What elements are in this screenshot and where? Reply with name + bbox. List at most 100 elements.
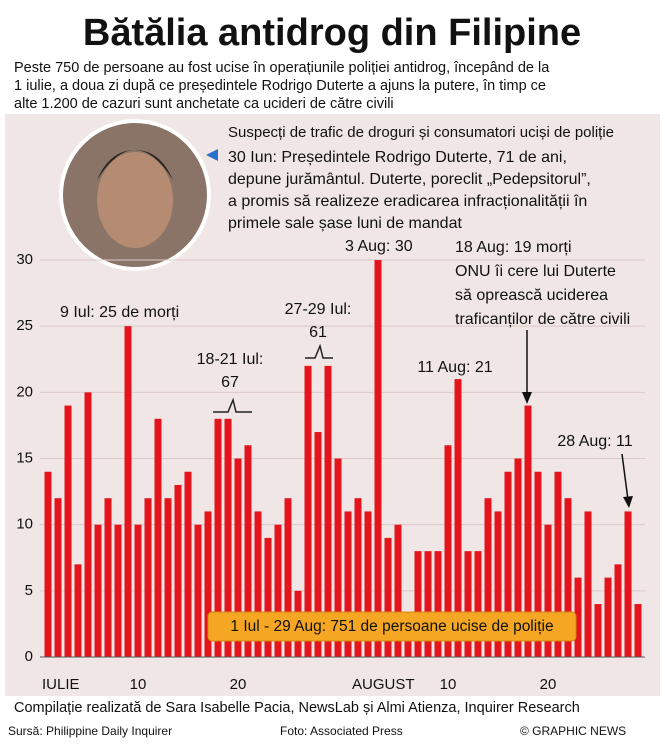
bar (234, 458, 242, 657)
bar (464, 551, 472, 657)
bar (274, 524, 282, 657)
bar (614, 564, 622, 657)
bar (524, 405, 532, 657)
subtitle: alte 1.200 de cazuri sunt anchetate ca u… (14, 96, 394, 112)
portrait-face (97, 152, 173, 248)
arrow-head (623, 496, 633, 508)
bar (44, 471, 52, 657)
x-tick-label: 10 (130, 676, 147, 693)
annotation: primele sale șase luni de mandat (228, 215, 462, 232)
y-tick-label: 20 (16, 383, 33, 400)
annotation: 30 Iun: Președintele Rodrigo Duterte, 71… (228, 149, 567, 166)
bar (334, 458, 342, 657)
annotation: 27-29 Iul: (285, 301, 352, 318)
bar (564, 498, 572, 657)
bar (534, 471, 542, 657)
y-tick-label: 25 (16, 317, 33, 334)
annotation: depune jurământul. Duterte, poreclit „Pe… (228, 171, 591, 188)
bar (114, 524, 122, 657)
bar (374, 260, 382, 657)
bracket (305, 343, 333, 359)
bar (284, 498, 292, 657)
bar (424, 551, 432, 657)
annotation: 9 Iul: 25 de morți (60, 304, 179, 321)
source: Sursă: Philippine Daily Inquirer (8, 724, 172, 738)
bar (354, 498, 362, 657)
annotation: 1 Iul - 29 Aug: 751 de persoane ucise de… (230, 618, 553, 635)
bar (434, 551, 442, 657)
bar (74, 564, 82, 657)
bar (444, 445, 452, 657)
bar (124, 326, 132, 657)
annotation: 3 Aug: 30 (345, 238, 413, 255)
bar (314, 432, 322, 657)
y-tick-label: 5 (25, 582, 33, 599)
bar (474, 551, 482, 657)
bar (344, 511, 352, 657)
bar (84, 392, 92, 657)
portrait-hair (97, 150, 173, 180)
annotation: 18-21 Iul: (197, 351, 264, 368)
x-tick-label: 10 (440, 676, 457, 693)
bar (584, 511, 592, 657)
bar (494, 511, 502, 657)
bar (634, 604, 642, 657)
bar (224, 418, 232, 657)
annotation: să oprească uciderea (455, 287, 608, 304)
annotation: ONU îi cere lui Duterte (455, 263, 616, 280)
bar (624, 511, 632, 657)
bar (484, 498, 492, 657)
bar (164, 498, 172, 657)
bar (264, 537, 272, 657)
bar (544, 524, 552, 657)
annotation: Suspecți de trafic de droguri și consuma… (228, 124, 614, 141)
arrow (621, 453, 629, 501)
bar (454, 379, 462, 657)
bar (244, 445, 252, 657)
bar (254, 511, 262, 657)
bar (574, 577, 582, 657)
x-tick-label: IULIE (42, 676, 80, 693)
y-tick-label: 0 (25, 648, 33, 665)
total-box (207, 611, 577, 642)
chart-title: Bătălia antidrog din Filipine (83, 12, 581, 54)
bar (154, 418, 162, 657)
bracket (213, 397, 252, 413)
bar (604, 577, 612, 657)
bar (404, 630, 412, 657)
publisher: © GRAPHIC NEWS (520, 724, 626, 738)
bar (184, 471, 192, 657)
bar (324, 365, 332, 657)
y-tick-label: 30 (16, 251, 33, 268)
bar (194, 524, 202, 657)
subtitle: 1 iulie, a doua zi după ce președintele … (14, 78, 546, 94)
y-tick-label: 10 (16, 516, 33, 533)
credits: Compilație realizată de Sara Isabelle Pa… (14, 700, 580, 716)
pointer (206, 149, 218, 161)
bar (54, 498, 62, 657)
bar (134, 524, 142, 657)
bar (384, 537, 392, 657)
annotation: 61 (309, 324, 327, 341)
bar (594, 604, 602, 657)
bar (504, 471, 512, 657)
x-tick-label: 20 (540, 676, 557, 693)
annotation: 67 (221, 374, 239, 391)
annotation: a promis să realizeze eradicarea infracț… (228, 193, 587, 210)
photo-credit: Foto: Associated Press (280, 724, 403, 738)
bar (174, 484, 182, 657)
annotation: 11 Aug: 21 (417, 359, 492, 376)
y-tick-label: 15 (16, 449, 33, 466)
annotation: 18 Aug: 19 morți (455, 239, 572, 256)
x-tick-label: 20 (230, 676, 247, 693)
annotation: 28 Aug: 11 (557, 433, 632, 450)
x-tick-label: AUGUST (352, 676, 415, 693)
bar (414, 551, 422, 657)
bar (394, 524, 402, 657)
annotation: traficanților de către civili (455, 311, 630, 328)
bar (554, 471, 562, 657)
subtitle: Peste 750 de persoane au fost ucise în o… (14, 60, 550, 76)
bar (304, 365, 312, 657)
bar (94, 524, 102, 657)
